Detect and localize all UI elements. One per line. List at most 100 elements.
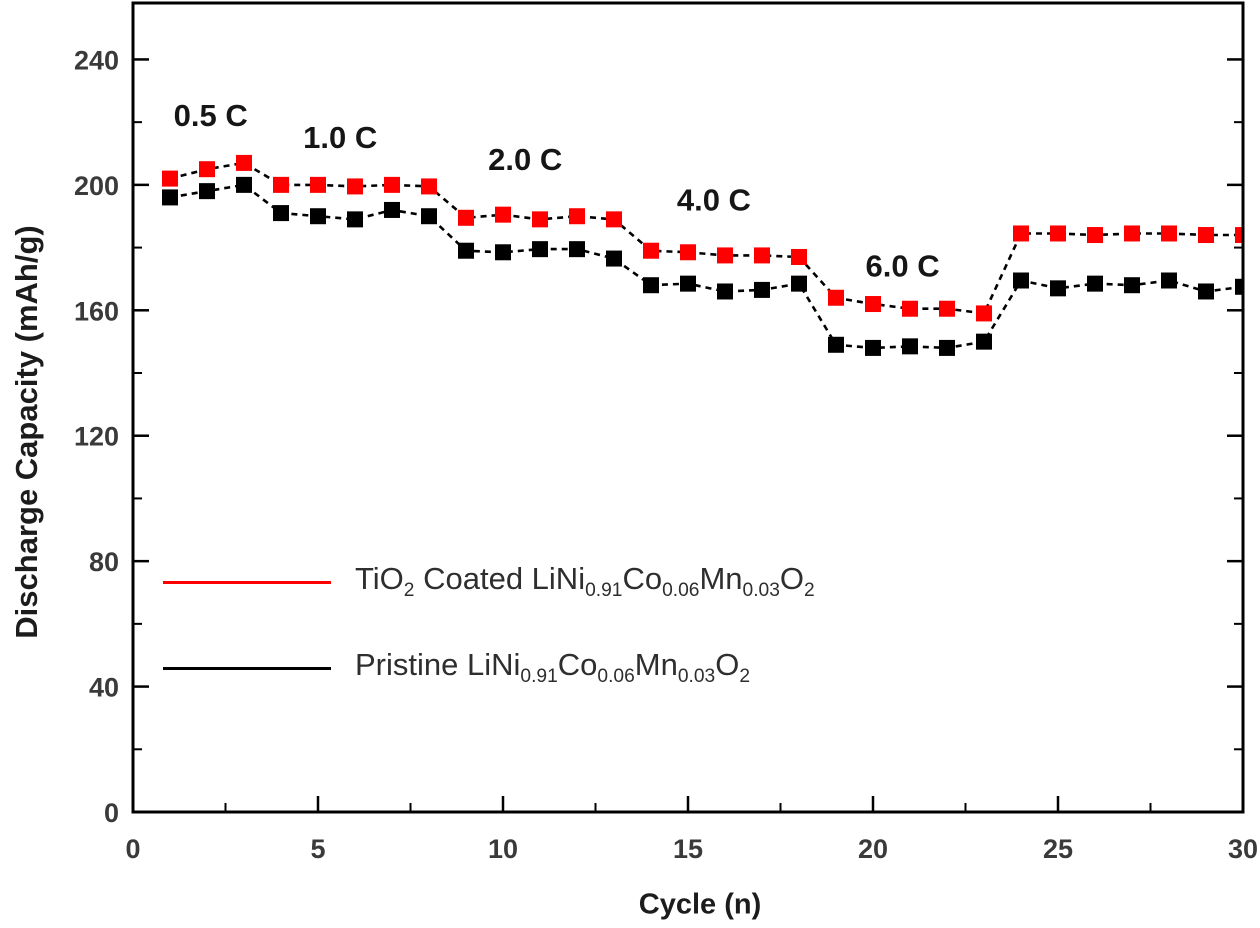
data-point-marker [569,208,585,225]
data-point-marker [902,300,918,317]
data-point-marker [643,277,659,294]
data-point-marker [1235,227,1243,244]
legend-label: TiO2 Coated LiNi0.91Co0.06Mn0.03O2 [355,561,815,602]
data-point-marker [828,289,844,306]
data-point-marker [162,189,178,206]
data-point-marker [754,247,770,264]
data-point-marker [754,281,770,298]
data-point-marker [273,205,289,222]
data-point-marker [976,333,992,350]
data-point-marker [532,241,548,258]
data-point-marker [1013,272,1029,289]
data-point-marker [458,242,474,259]
data-point-marker [310,176,326,193]
data-point-marker [569,241,585,258]
legend-swatch-line [163,666,331,670]
rate-annotation: 1.0 C [303,120,377,155]
series-layer [162,154,1243,356]
data-point-marker [1050,225,1066,242]
legend-label: Pristine LiNi0.91Co0.06Mn0.03O2 [355,647,751,688]
rate-annotation: 0.5 C [174,98,248,133]
data-point-marker [1087,227,1103,244]
data-point-marker [606,211,622,228]
data-point-marker [680,275,696,292]
data-point-marker [1198,283,1214,300]
data-point-marker [384,201,400,218]
data-point-marker [680,244,696,261]
data-point-marker [606,250,622,267]
rate-annotation: 6.0 C [866,248,940,283]
legend-label-subscript: 0.06 [662,580,700,602]
data-point-marker [791,248,807,265]
data-point-marker [236,176,252,193]
data-point-marker [532,211,548,228]
legend-label-subscript: 0.06 [597,666,635,688]
legend-label-subscript: 2 [403,580,415,602]
data-point-marker [791,275,807,292]
y-tick-label: 200 [74,171,119,201]
data-point-marker [162,170,178,187]
x-tick-label: 10 [488,834,518,864]
x-tick-label: 25 [1043,834,1073,864]
x-tick-label: 0 [125,834,140,864]
rate-annotation: 4.0 C [677,183,751,218]
x-axis-title: Cycle (n) [638,888,762,921]
data-point-marker [976,305,992,322]
data-point-marker [495,206,511,223]
x-tick-label: 20 [858,834,888,864]
data-point-marker [828,336,844,353]
data-point-marker [199,161,215,178]
data-point-marker [717,283,733,300]
data-point-marker [902,338,918,355]
legend-label-subscript: 0.91 [520,666,558,688]
data-point-marker [1235,278,1243,295]
x-tick-label: 30 [1228,834,1258,864]
legend-swatch-line [163,580,331,584]
legend-label-subscript: 0.91 [585,580,623,602]
data-point-marker [1161,225,1177,242]
data-point-marker [717,247,733,264]
legend-label-subscript: 2 [804,580,815,602]
data-point-marker [1050,280,1066,297]
data-point-marker [865,339,881,356]
data-point-marker [865,296,881,313]
legend-label-subscript: 0.03 [677,666,716,688]
data-point-marker [495,244,511,261]
x-tick-label: 5 [310,834,325,864]
data-point-marker [421,178,437,195]
data-point-marker [1198,227,1214,244]
data-point-marker [273,176,289,193]
y-axis-title: Discharge Capacity (mAh/g) [9,225,44,639]
data-point-marker [1124,277,1140,294]
legend-entry: Pristine LiNi0.91Co0.06Mn0.03O2 [163,642,815,694]
y-tick-label: 0 [104,798,119,828]
x-tick-label: 15 [673,834,703,864]
data-point-marker [1013,225,1029,242]
data-point-marker [384,176,400,193]
chart-legend: TiO2 Coated LiNi0.91Co0.06Mn0.03O2 Pristi… [163,556,815,728]
legend-label-subscript: 2 [739,666,751,688]
data-point-marker [347,211,363,228]
data-point-marker [1124,225,1140,242]
y-tick-label: 80 [89,547,119,577]
data-point-marker [643,242,659,259]
data-point-marker [939,339,955,356]
data-point-marker [236,154,252,171]
data-point-marker [310,208,326,225]
y-tick-label: 120 [74,422,119,452]
y-tick-label: 240 [74,45,119,75]
data-point-marker [1087,275,1103,292]
y-tick-label: 160 [74,296,119,326]
plot-border [131,1,1245,814]
data-point-marker [199,183,215,200]
legend-label-subscript: 0.03 [742,580,780,602]
data-point-marker [1161,272,1177,289]
legend-entry: TiO2 Coated LiNi0.91Co0.06Mn0.03O2 [163,556,815,608]
data-point-marker [421,208,437,225]
y-tick-label: 40 [89,673,119,703]
data-point-marker [458,209,474,226]
data-point-marker [939,300,955,317]
data-point-marker [347,178,363,195]
